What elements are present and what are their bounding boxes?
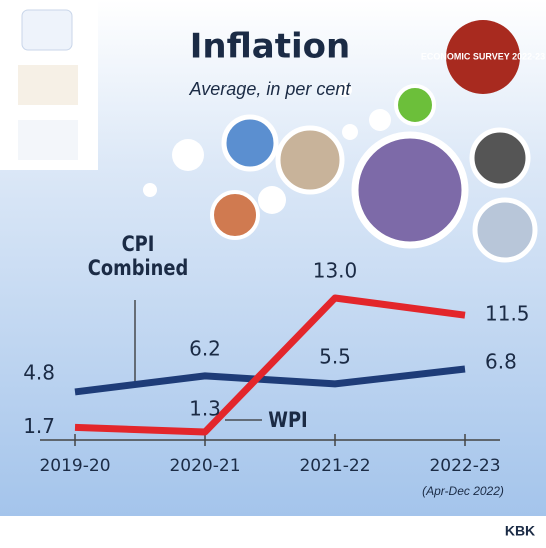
badge-circle — [446, 20, 520, 94]
value-label: 1.7 — [23, 414, 55, 438]
line-series — [74, 294, 466, 436]
x-tick-label: 2020-21 — [169, 456, 240, 476]
credit: KBK — [505, 523, 535, 539]
x-tick-label: 2022-23 — [429, 456, 500, 476]
chart-title: Inflation — [190, 27, 350, 67]
x-tick-label: 2019-20 — [39, 456, 110, 476]
value-label: 13.0 — [313, 259, 358, 283]
value-label: 4.8 — [23, 360, 55, 384]
value-label: 6.2 — [189, 336, 221, 360]
value-label: 11.5 — [485, 302, 530, 326]
category-note: (Apr-Dec 2022) — [422, 484, 504, 498]
logo — [18, 120, 78, 160]
footer — [0, 516, 546, 548]
series-label: CPI Combined — [87, 232, 189, 280]
line-series — [74, 365, 466, 396]
series-label: WPI — [268, 408, 308, 432]
x-tick-label: 2021-22 — [299, 456, 370, 476]
value-label: 1.3 — [189, 397, 221, 421]
decoration — [143, 83, 538, 263]
logo — [18, 65, 78, 105]
value-label: 6.8 — [485, 350, 517, 374]
logo — [21, 9, 73, 51]
value-label: 5.5 — [319, 344, 351, 368]
badge: ECONOMIC SURVEY 2022-23 — [421, 51, 545, 61]
chart-subtitle: Average, in per cent — [189, 79, 352, 99]
